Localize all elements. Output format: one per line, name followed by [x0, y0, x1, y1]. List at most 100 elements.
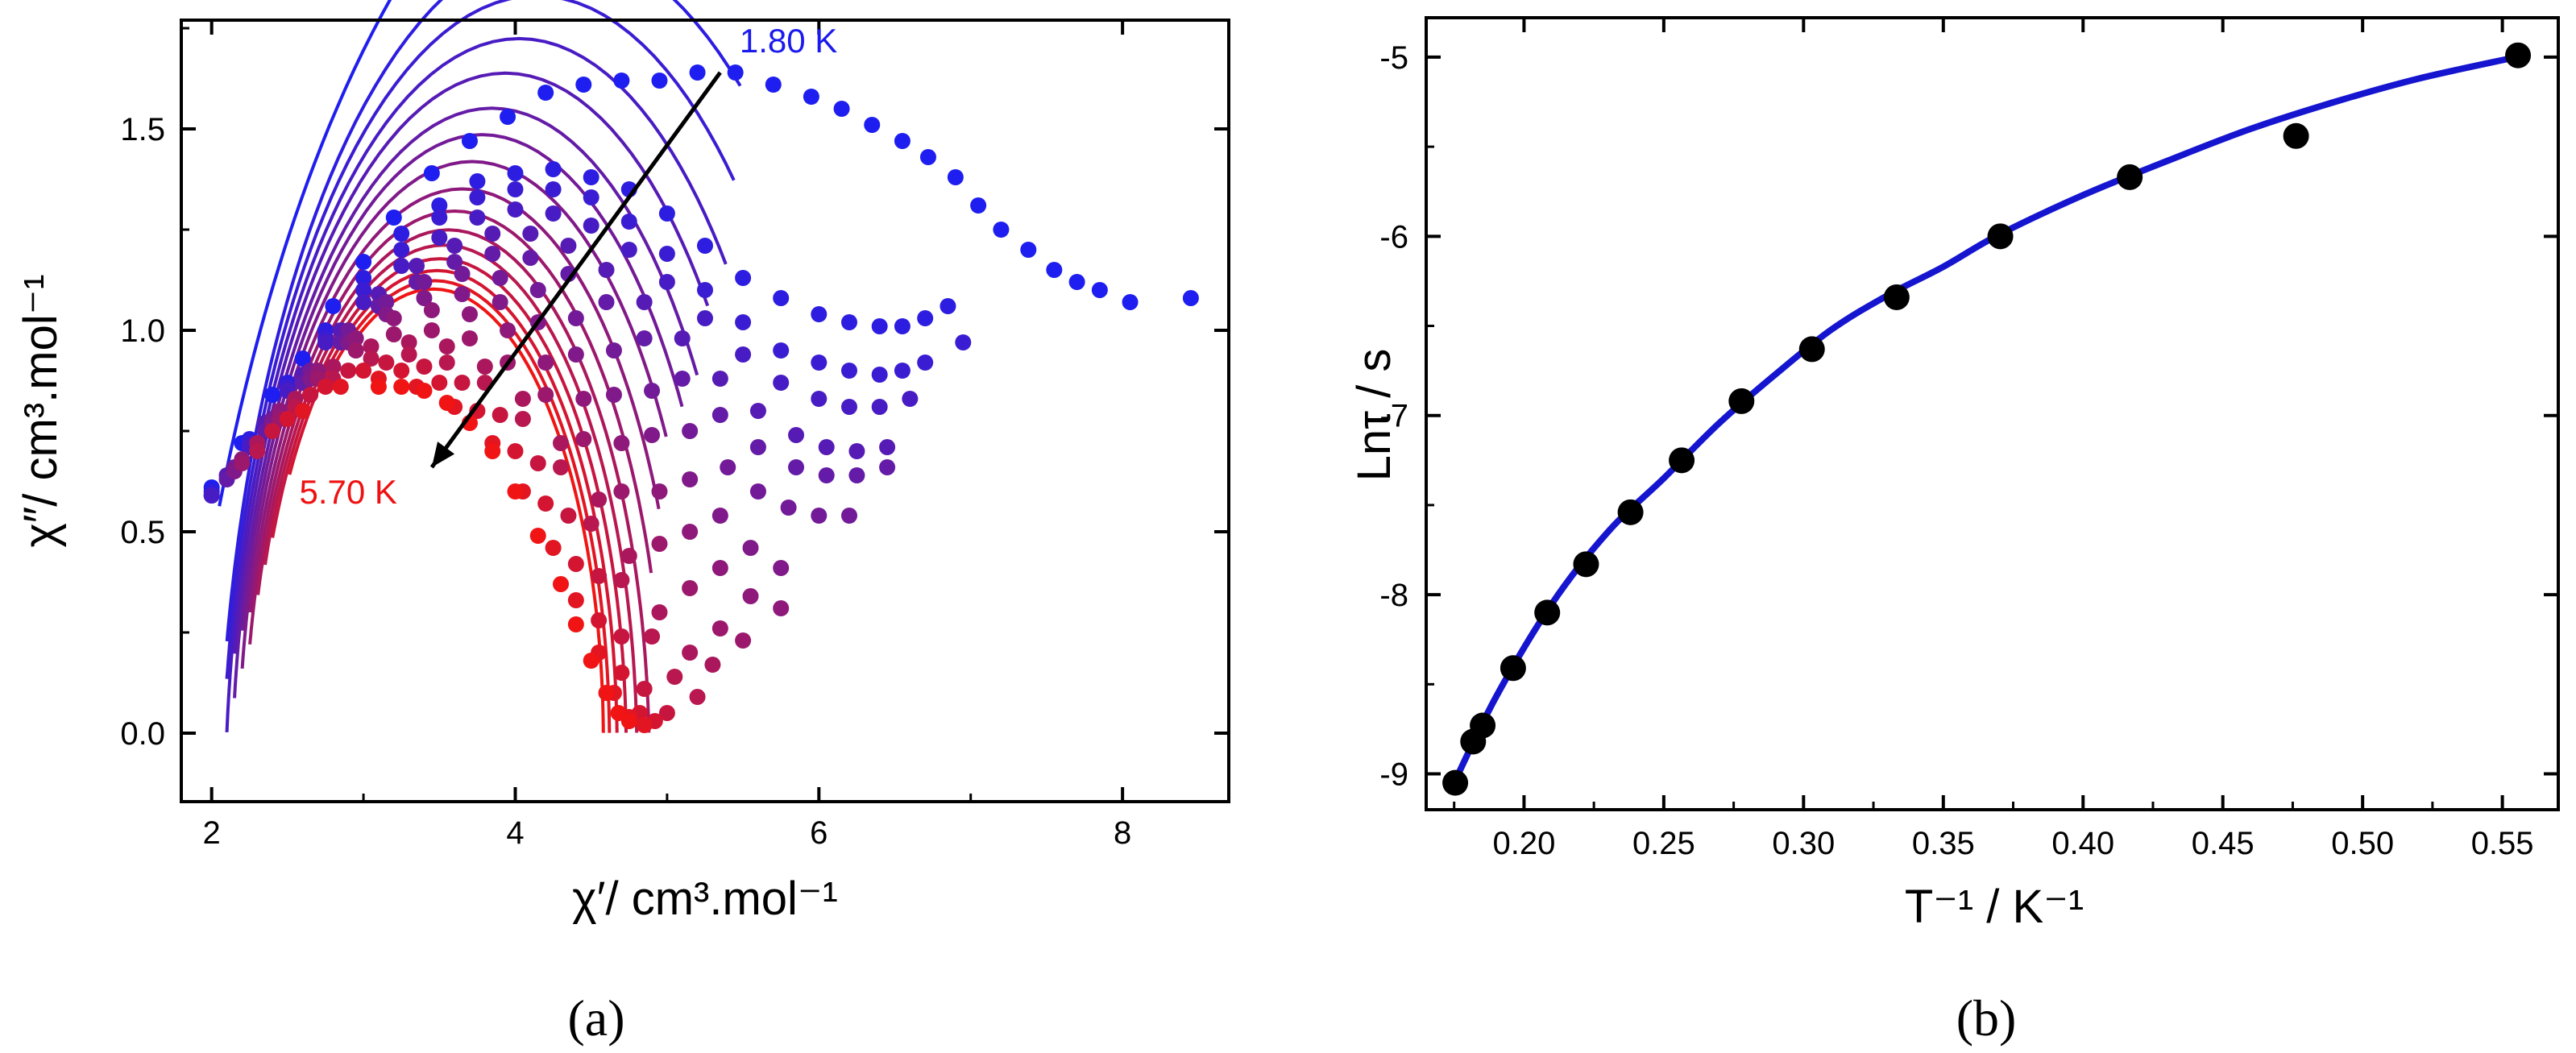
- data-point: [749, 403, 766, 419]
- data-point: [355, 363, 372, 379]
- panel-b-axis-ticks: 0.20 0.25 0.30 0.35 0.40 0.45 0.50 0.55 -9 -8 -7 -6…: [1379, 18, 2558, 861]
- data-point: [613, 435, 630, 451]
- data-point: [644, 427, 661, 443]
- data-point: [264, 387, 281, 403]
- data-point: [545, 205, 562, 222]
- data-point: [1728, 388, 1755, 414]
- data-point: [469, 403, 486, 419]
- data-point: [1534, 599, 1561, 626]
- data-point: [917, 354, 934, 371]
- data-point: [529, 528, 546, 544]
- data-point: [773, 375, 790, 391]
- data-point: [682, 423, 699, 439]
- data-point: [500, 109, 516, 125]
- data-point: [1798, 336, 1825, 363]
- data-point: [393, 363, 410, 379]
- data-point: [393, 242, 410, 258]
- data-point: [811, 354, 828, 371]
- x-tick-label: 4: [506, 815, 524, 851]
- data-point: [446, 254, 463, 270]
- data-point: [811, 306, 828, 322]
- data-point: [431, 197, 448, 214]
- data-point: [711, 407, 728, 423]
- data-point: [833, 101, 850, 117]
- data-point: [620, 713, 637, 729]
- data-point: [735, 632, 752, 649]
- data-point: [461, 306, 478, 322]
- data-point: [370, 379, 387, 395]
- data-point: [347, 330, 364, 346]
- x-tick-label: 0.50: [2331, 826, 2394, 861]
- temperature-label-top: 1.80 K: [740, 22, 837, 60]
- fit-curve: [233, 71, 710, 654]
- y-tick-label: -7: [1379, 399, 1408, 434]
- data-point: [469, 209, 486, 226]
- data-point: [598, 262, 615, 278]
- fit-curve: [225, 0, 736, 679]
- panel-a-label: (a): [567, 989, 624, 1047]
- x-tick-label: 6: [810, 815, 828, 851]
- data-point: [1883, 284, 1910, 310]
- data-point: [378, 354, 395, 371]
- data-point: [567, 556, 584, 572]
- data-point: [583, 516, 599, 532]
- data-point: [355, 294, 372, 310]
- data-point: [454, 266, 471, 282]
- data-point: [249, 443, 266, 459]
- data-point: [711, 508, 728, 524]
- panel-b-y-axis-title: Lnτ / s: [1348, 349, 1400, 482]
- data-point: [507, 201, 524, 218]
- x-tick-label: 0.20: [1492, 826, 1555, 861]
- data-point: [711, 371, 728, 387]
- data-point: [697, 310, 713, 326]
- data-point: [735, 314, 752, 330]
- data-point: [840, 363, 857, 379]
- data-point: [393, 258, 410, 274]
- data-point: [818, 467, 835, 483]
- data-point: [704, 657, 721, 673]
- data-point: [644, 383, 661, 399]
- data-point: [682, 471, 699, 487]
- data-point: [2117, 164, 2143, 190]
- data-point: [651, 604, 668, 620]
- data-point: [567, 616, 584, 632]
- y-tick-label: -9: [1379, 757, 1408, 793]
- data-point: [507, 181, 524, 197]
- data-point: [461, 330, 478, 346]
- fit-curve: [240, 133, 684, 631]
- data-point: [484, 443, 501, 459]
- data-point: [409, 258, 425, 274]
- panel-b-data-points: [1442, 42, 2532, 796]
- data-point: [1046, 262, 1063, 278]
- x-tick-label: 0.40: [2051, 826, 2114, 861]
- y-tick-label: -6: [1379, 219, 1408, 255]
- data-point: [591, 612, 608, 628]
- data-point: [317, 334, 334, 350]
- data-point: [476, 359, 493, 375]
- data-point: [575, 391, 592, 407]
- data-point: [1020, 242, 1037, 258]
- panel-b-plot-frame: [1425, 16, 2560, 811]
- data-point: [431, 209, 448, 226]
- data-point: [203, 487, 220, 504]
- data-point: [879, 439, 896, 455]
- data-point: [919, 149, 936, 165]
- data-point: [431, 230, 448, 246]
- data-point: [567, 592, 584, 608]
- y-tick-label: 1.5: [120, 112, 165, 147]
- data-point: [553, 459, 570, 475]
- panel-a-plot-frame: [180, 19, 1230, 803]
- data-point: [355, 254, 372, 270]
- data-point: [469, 189, 486, 205]
- data-point: [400, 334, 417, 350]
- data-point: [871, 318, 888, 334]
- data-point: [773, 290, 790, 306]
- x-tick-label: 8: [1114, 815, 1131, 851]
- data-point: [1091, 282, 1108, 298]
- data-point: [355, 270, 372, 286]
- data-point: [749, 483, 766, 500]
- data-point: [400, 346, 417, 363]
- data-point: [514, 391, 531, 407]
- data-point: [431, 375, 448, 391]
